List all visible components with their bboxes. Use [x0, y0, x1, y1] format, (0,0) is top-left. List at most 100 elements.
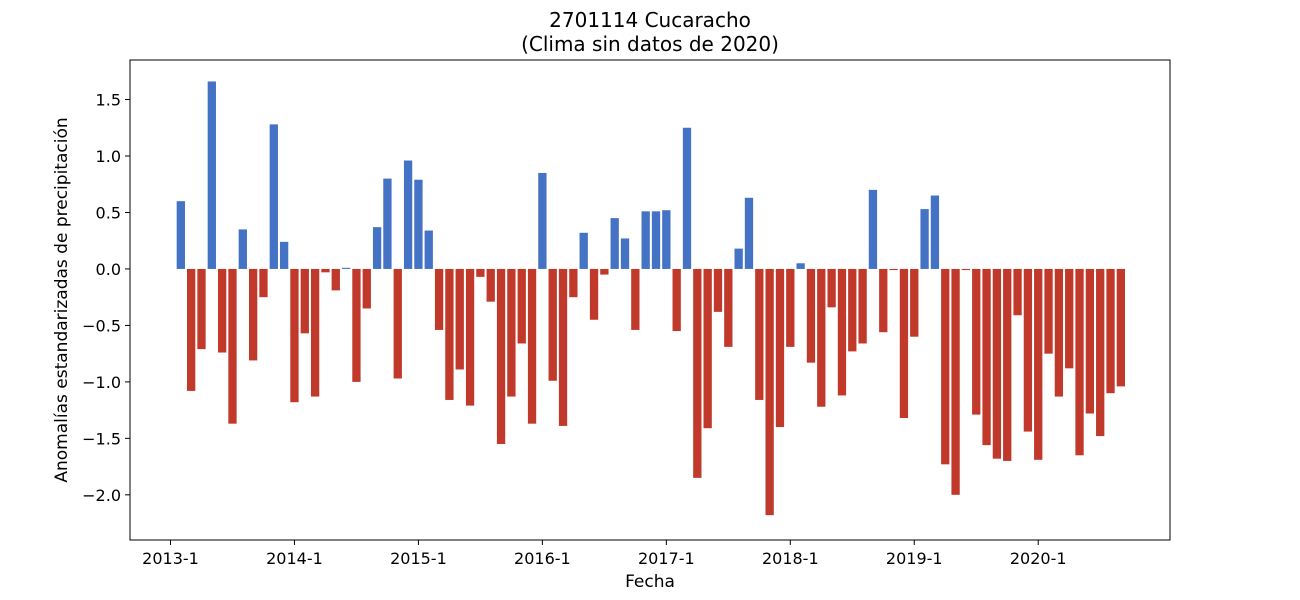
- bar: [259, 268, 268, 298]
- bar: [589, 268, 599, 320]
- bar: [941, 268, 950, 465]
- bar: [476, 268, 485, 277]
- bar: [1044, 268, 1053, 354]
- bar: [290, 268, 299, 403]
- chart-title-line2: (Clima sin datos de 2020): [521, 32, 779, 56]
- bar: [269, 124, 278, 269]
- bar: [321, 268, 330, 273]
- bar: [662, 210, 671, 269]
- bar: [651, 211, 661, 269]
- bar: [424, 230, 433, 269]
- bar: [569, 268, 578, 298]
- bar: [724, 268, 733, 347]
- bar: [486, 268, 495, 302]
- bar: [248, 268, 258, 361]
- bar: [218, 268, 227, 353]
- bar: [465, 268, 475, 406]
- bar: [1085, 268, 1095, 414]
- y-tick-label: 0.5: [96, 203, 121, 222]
- bar: [610, 218, 619, 269]
- y-tick-label: 1.0: [96, 147, 121, 166]
- bar: [1023, 268, 1033, 432]
- bar: [1034, 268, 1043, 460]
- bar: [961, 268, 971, 271]
- bar: [310, 268, 320, 397]
- x-tick-label: 2013-1: [142, 549, 199, 568]
- bar: [434, 268, 444, 330]
- bar: [1003, 268, 1012, 461]
- bar: [207, 81, 216, 269]
- bar: [383, 178, 392, 269]
- y-tick-label: −1.0: [82, 373, 121, 392]
- bar: [372, 227, 382, 269]
- bar: [1116, 268, 1126, 387]
- bar: [496, 268, 506, 444]
- bar: [786, 268, 795, 347]
- bar: [1106, 268, 1115, 394]
- bar: [806, 268, 816, 363]
- bar: [837, 268, 847, 396]
- bar: [641, 211, 650, 269]
- bar: [600, 268, 609, 275]
- x-tick-label: 2014-1: [266, 549, 323, 568]
- bar: [744, 197, 754, 269]
- bar: [982, 268, 991, 446]
- bar: [765, 268, 774, 516]
- x-axis: 2013-1 2014-1 2015-1 2016-1 2017-1 2018-1 2019…: [142, 540, 1067, 568]
- bar: [352, 268, 361, 382]
- bar: [445, 268, 454, 400]
- bar: [455, 268, 464, 370]
- bar: [341, 267, 351, 269]
- bar: [517, 268, 526, 344]
- bar: [238, 229, 247, 269]
- bar: [548, 268, 557, 381]
- bar: [620, 238, 630, 269]
- bar: [682, 127, 692, 269]
- bar: [672, 268, 681, 332]
- bars-group: [176, 81, 1126, 516]
- bar: [187, 268, 196, 391]
- x-tick-label: 2020-1: [1010, 549, 1067, 568]
- bar: [930, 195, 940, 269]
- bar: [414, 179, 423, 269]
- bar: [817, 268, 826, 407]
- plot-frame: [129, 59, 1171, 541]
- bar: [631, 268, 640, 330]
- bar: [848, 268, 857, 352]
- bar: [899, 268, 909, 419]
- bar: [693, 268, 702, 478]
- bar: [403, 160, 413, 269]
- y-tick-label: −2.0: [82, 486, 121, 505]
- x-axis-label: Fecha: [625, 572, 675, 592]
- bar: [176, 201, 185, 269]
- x-tick-label: 2017-1: [638, 549, 695, 568]
- bar: [1075, 268, 1084, 456]
- bar: [1054, 268, 1064, 397]
- bar: [393, 268, 402, 379]
- bar: [827, 268, 836, 308]
- y-axis: −2.0 −1.5 −1.0 −0.5 0.0 0.5 1.0 1.5: [82, 91, 130, 505]
- chart-title-line1: 2701114 Cucaracho: [549, 8, 751, 32]
- bar: [527, 268, 537, 424]
- bar: [558, 268, 568, 426]
- bar: [951, 268, 960, 495]
- y-tick-label: 1.5: [96, 91, 121, 110]
- bar: [1096, 268, 1105, 437]
- bar: [889, 268, 898, 271]
- bar: [1013, 268, 1022, 316]
- bar: [331, 268, 340, 291]
- bar: [1065, 268, 1074, 369]
- bar: [197, 268, 206, 350]
- y-tick-label: −1.5: [82, 429, 121, 448]
- bar: [579, 232, 588, 269]
- bar: [755, 268, 764, 400]
- bar: [362, 268, 371, 309]
- y-tick-label: 0.0: [96, 260, 121, 279]
- bar: [279, 241, 289, 269]
- bar: [992, 268, 1002, 459]
- y-tick-label: −0.5: [82, 316, 121, 335]
- bar: [910, 268, 919, 337]
- x-tick-label: 2018-1: [762, 549, 819, 568]
- bar: [796, 263, 805, 269]
